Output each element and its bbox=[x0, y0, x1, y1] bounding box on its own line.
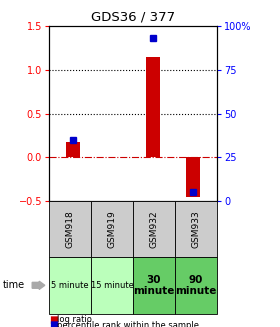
Text: time: time bbox=[3, 280, 25, 290]
Text: 90
minute: 90 minute bbox=[175, 274, 217, 296]
Bar bbox=[66, 142, 80, 157]
Text: ■: ■ bbox=[49, 315, 58, 325]
Text: 30
minute: 30 minute bbox=[133, 274, 175, 296]
Text: ■: ■ bbox=[49, 320, 58, 327]
Text: 15 minute: 15 minute bbox=[90, 281, 134, 290]
Text: GSM932: GSM932 bbox=[150, 210, 158, 248]
Text: GSM918: GSM918 bbox=[66, 210, 74, 248]
Bar bbox=[186, 157, 200, 197]
Title: GDS36 / 377: GDS36 / 377 bbox=[91, 10, 175, 24]
Bar bbox=[146, 57, 160, 157]
Text: GSM933: GSM933 bbox=[192, 210, 200, 248]
Text: GSM919: GSM919 bbox=[108, 210, 116, 248]
Text: log ratio: log ratio bbox=[57, 315, 92, 324]
Text: 5 minute: 5 minute bbox=[51, 281, 89, 290]
Text: percentile rank within the sample: percentile rank within the sample bbox=[57, 320, 199, 327]
